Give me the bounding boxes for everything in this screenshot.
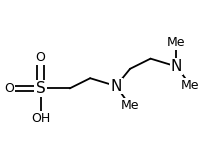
Text: N: N	[171, 59, 182, 74]
Text: Me: Me	[167, 36, 186, 49]
Text: N: N	[110, 79, 122, 94]
Text: Me: Me	[121, 99, 139, 112]
Text: O: O	[36, 51, 46, 64]
Text: OH: OH	[31, 112, 50, 125]
Text: Me: Me	[181, 79, 200, 92]
Text: S: S	[36, 81, 45, 96]
Text: O: O	[4, 82, 14, 95]
